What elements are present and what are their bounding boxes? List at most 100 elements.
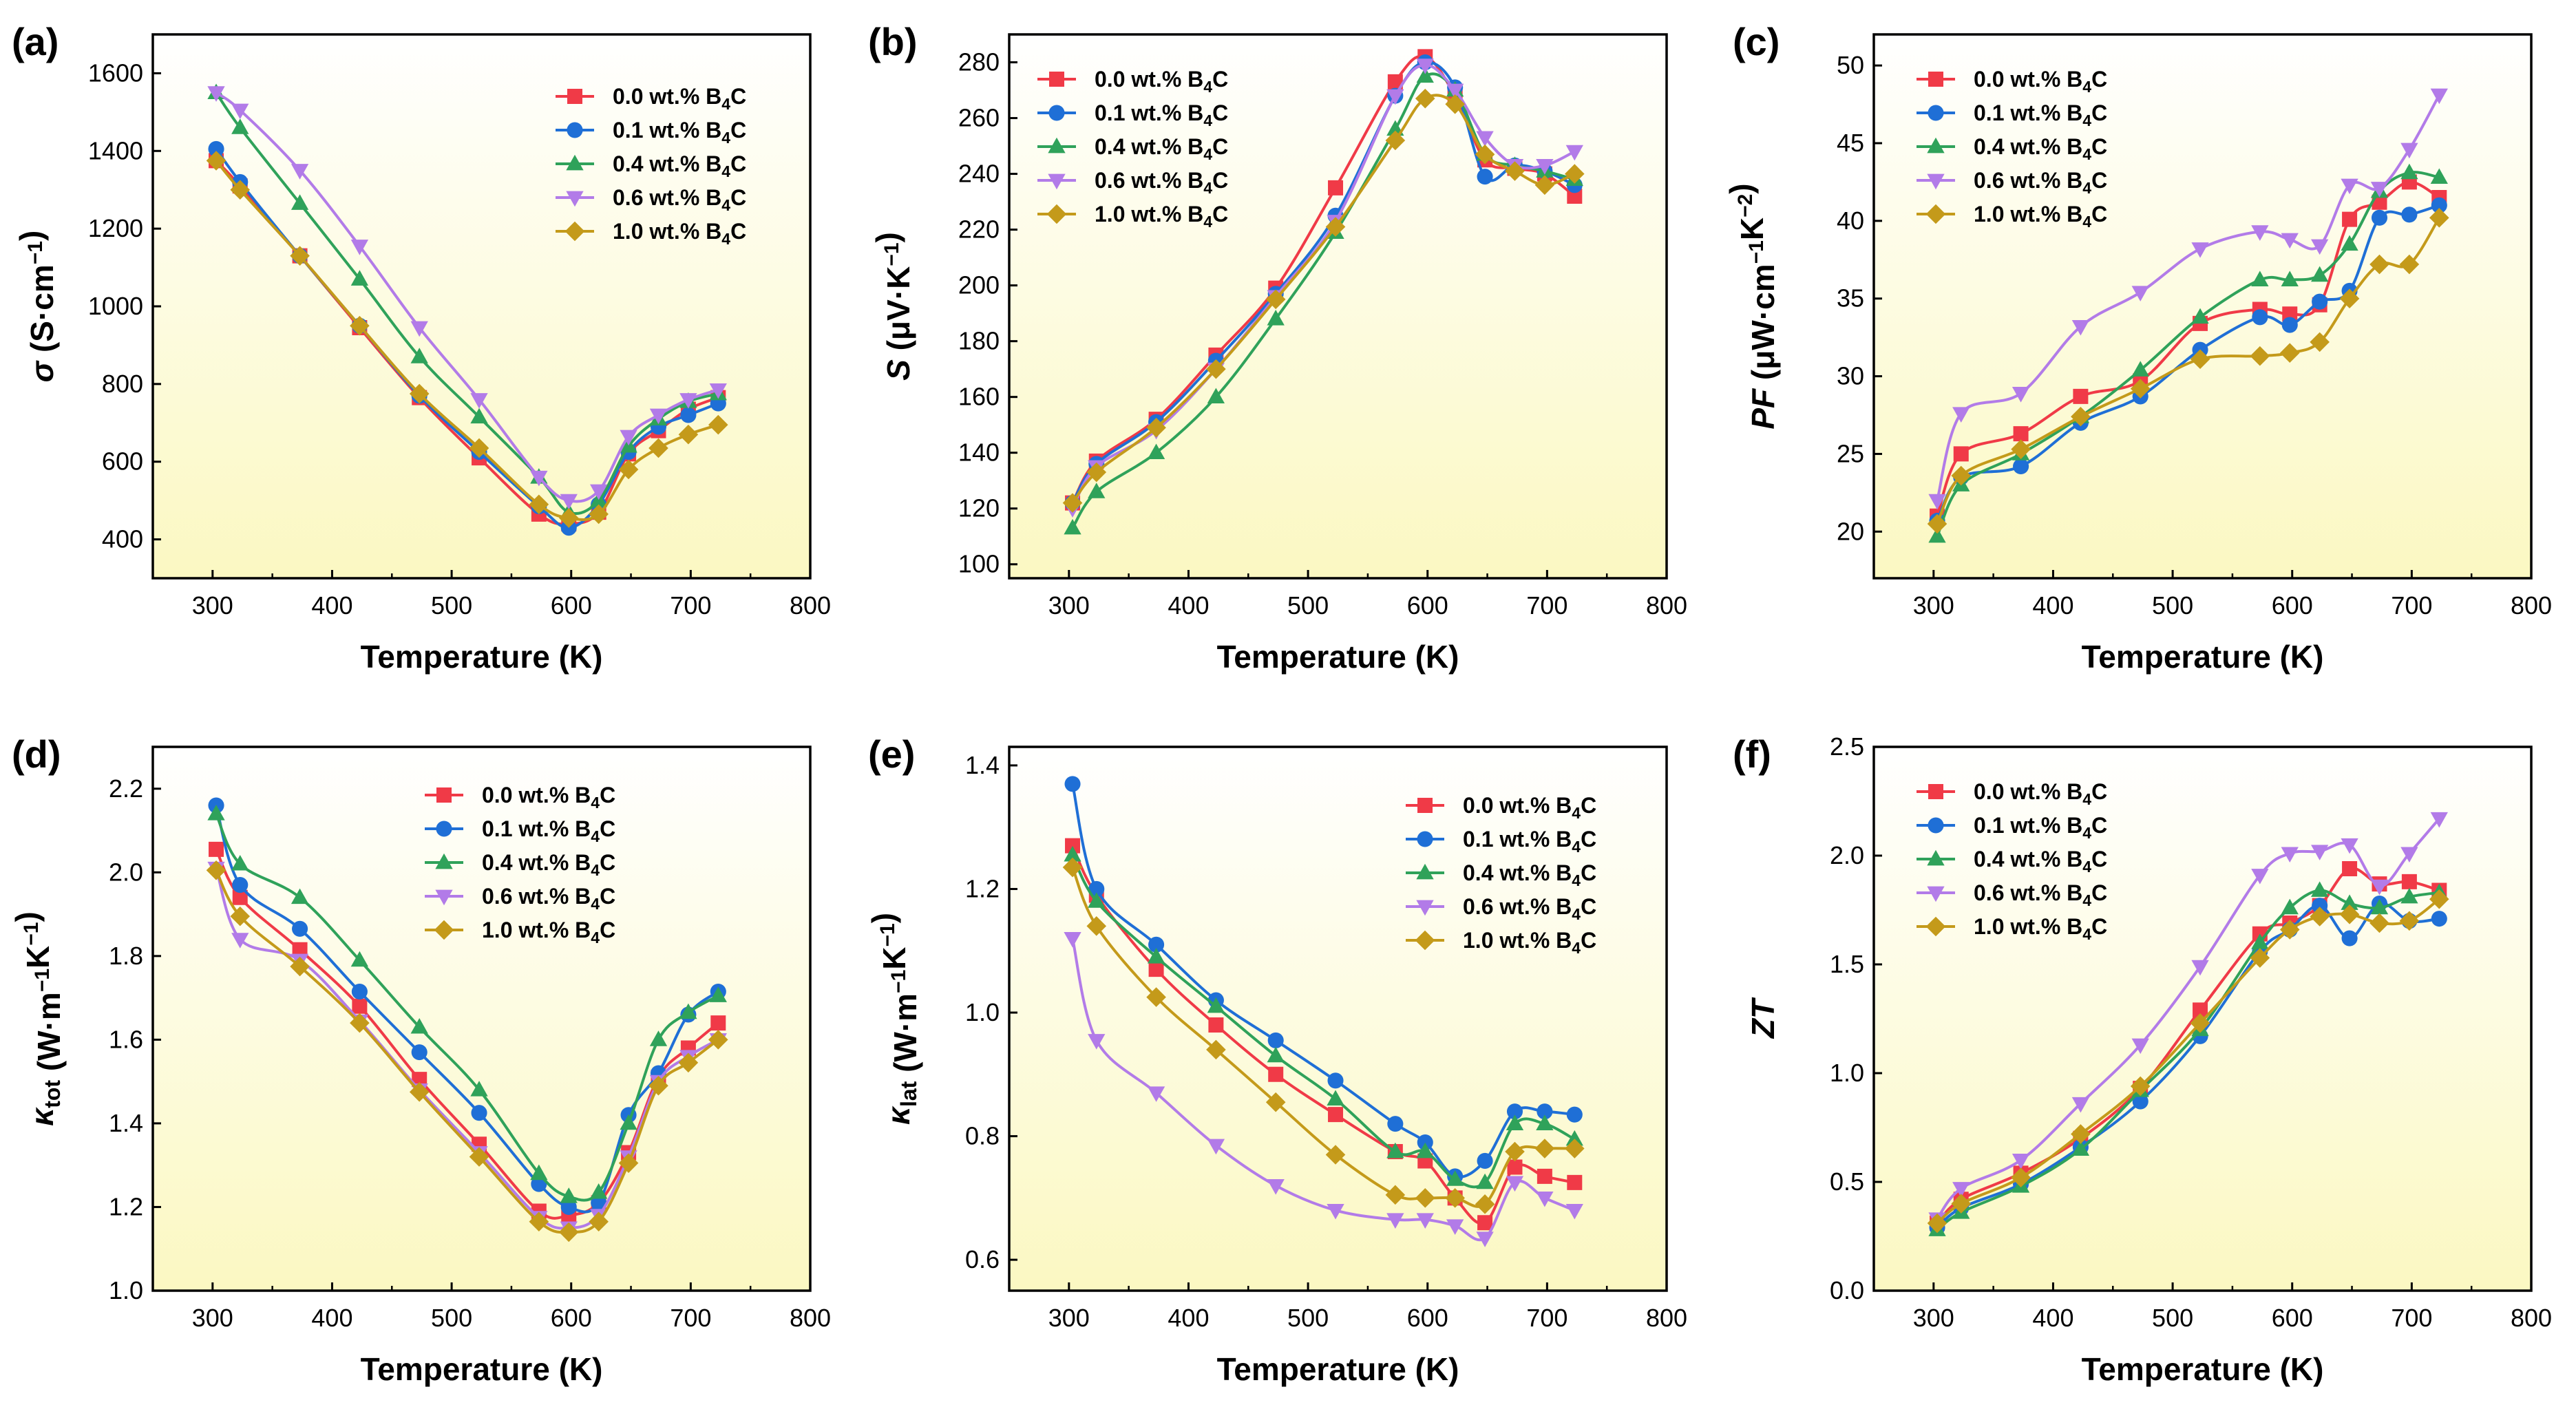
data-point xyxy=(679,393,697,409)
data-point xyxy=(1267,1032,1284,1048)
y-tick-label: 1600 xyxy=(88,59,143,87)
x-tick-label: 500 xyxy=(1287,1304,1329,1332)
data-point xyxy=(2430,812,2448,828)
data-point xyxy=(1953,446,1969,462)
data-point xyxy=(558,1222,579,1242)
data-point xyxy=(2071,1124,2091,1144)
plot-area xyxy=(1874,34,2531,578)
data-point xyxy=(2130,379,2151,399)
y-tick-label: 35 xyxy=(1837,284,1864,313)
data-point xyxy=(207,86,225,102)
legend-marker xyxy=(566,154,584,171)
x-axis-label: Temperature (K) xyxy=(1217,639,1459,675)
y-tick-label: 0.0 xyxy=(1830,1276,1864,1304)
data-point xyxy=(2312,898,2328,914)
data-point xyxy=(2131,286,2149,302)
data-point xyxy=(1328,180,1344,195)
data-point xyxy=(2190,1013,2210,1033)
x-tick-label: 600 xyxy=(2272,591,2313,620)
legend-item: 0.1 wt.% B4C xyxy=(1406,827,1596,856)
data-point xyxy=(350,315,370,336)
legend-item: 0.0 wt.% B4C xyxy=(1406,793,1596,822)
data-point xyxy=(1206,359,1226,379)
panel-label: (e) xyxy=(868,732,915,776)
data-point xyxy=(292,942,308,958)
data-point xyxy=(290,956,310,977)
data-point xyxy=(1446,1219,1464,1235)
data-point xyxy=(648,1075,668,1096)
data-point xyxy=(1476,131,1494,147)
series-0.6.4 xyxy=(207,86,727,510)
legend-item: 0.1 wt.% B4C xyxy=(1037,100,1228,129)
x-tick-label: 700 xyxy=(1526,591,1567,620)
data-point xyxy=(290,246,310,266)
data-point xyxy=(2371,209,2388,226)
data-point xyxy=(351,983,368,1000)
data-point xyxy=(1952,407,1970,423)
data-point xyxy=(618,459,639,480)
x-tick-label: 500 xyxy=(431,591,472,620)
legend-item: 0.6 wt.% B4C xyxy=(1037,168,1228,197)
data-point xyxy=(1387,1116,1404,1132)
y-axis-label: S (μV·K−1) xyxy=(869,232,916,381)
data-point xyxy=(1206,1039,1226,1060)
series-1.0.4 xyxy=(1062,88,1585,513)
data-point xyxy=(1505,161,1525,181)
x-tick-label: 800 xyxy=(790,1304,831,1332)
legend-item: 0.4 wt.% B4C xyxy=(1917,847,2107,876)
y-tick-label: 600 xyxy=(102,447,143,476)
data-point xyxy=(1268,1066,1284,1082)
data-point xyxy=(2311,266,2329,282)
y-tick-label: 1000 xyxy=(88,292,143,320)
panel-label: (f) xyxy=(1733,732,1771,776)
legend-item: 1.0 wt.% B4C xyxy=(1917,914,2107,943)
data-point xyxy=(1534,1139,1555,1159)
data-point xyxy=(2339,288,2360,309)
data-point xyxy=(2250,346,2270,366)
data-point xyxy=(2370,879,2389,896)
data-point xyxy=(2191,308,2209,324)
plot-area xyxy=(153,34,810,578)
plot-frame xyxy=(151,745,812,1292)
data-point xyxy=(1065,838,1081,854)
data-point xyxy=(206,860,226,880)
legend-item: 0.6 wt.% B4C xyxy=(1917,880,2107,909)
x-tick-label: 800 xyxy=(1646,591,1687,620)
data-point xyxy=(2132,1093,2149,1110)
data-point xyxy=(207,805,225,821)
data-point xyxy=(350,270,369,286)
data-point xyxy=(2400,163,2418,180)
legend-marker xyxy=(1049,72,1064,87)
data-point xyxy=(1417,1134,1433,1151)
data-point xyxy=(1952,1182,1970,1198)
data-point xyxy=(560,494,578,510)
series-0.4.4 xyxy=(1064,845,1583,1189)
legend-label: 0.4 wt.% B4C xyxy=(1463,860,1596,889)
data-point xyxy=(232,876,249,893)
data-point xyxy=(1505,1141,1525,1162)
data-point xyxy=(1476,1173,1494,1189)
legend-label: 0.1 wt.% B4C xyxy=(613,118,746,147)
legend-item: 0.6 wt.% B4C xyxy=(425,884,615,913)
y-tick-label: 260 xyxy=(958,104,1000,132)
data-point xyxy=(1327,1090,1344,1106)
x-tick-label: 300 xyxy=(1048,1304,1090,1332)
data-point xyxy=(1208,1017,1224,1033)
series-0.4.4 xyxy=(207,805,727,1203)
legend-label: 0.4 wt.% B4C xyxy=(482,850,615,879)
legend-marker xyxy=(1415,930,1435,951)
x-tick-label: 300 xyxy=(1048,591,1090,620)
legend-marker xyxy=(1928,784,1943,799)
data-point xyxy=(1477,1215,1493,1231)
series-line xyxy=(1071,938,1576,1242)
y-tick-label: 1.2 xyxy=(109,1192,143,1220)
data-point xyxy=(1477,169,1493,185)
y-tick-label: 40 xyxy=(1837,207,1864,235)
legend-item: 0.0 wt.% B4C xyxy=(1917,779,2107,808)
legend-marker xyxy=(564,221,585,242)
data-point xyxy=(1446,1170,1464,1186)
data-point xyxy=(1267,1046,1285,1063)
x-tick-label: 600 xyxy=(551,1304,592,1332)
data-point xyxy=(679,1003,697,1019)
